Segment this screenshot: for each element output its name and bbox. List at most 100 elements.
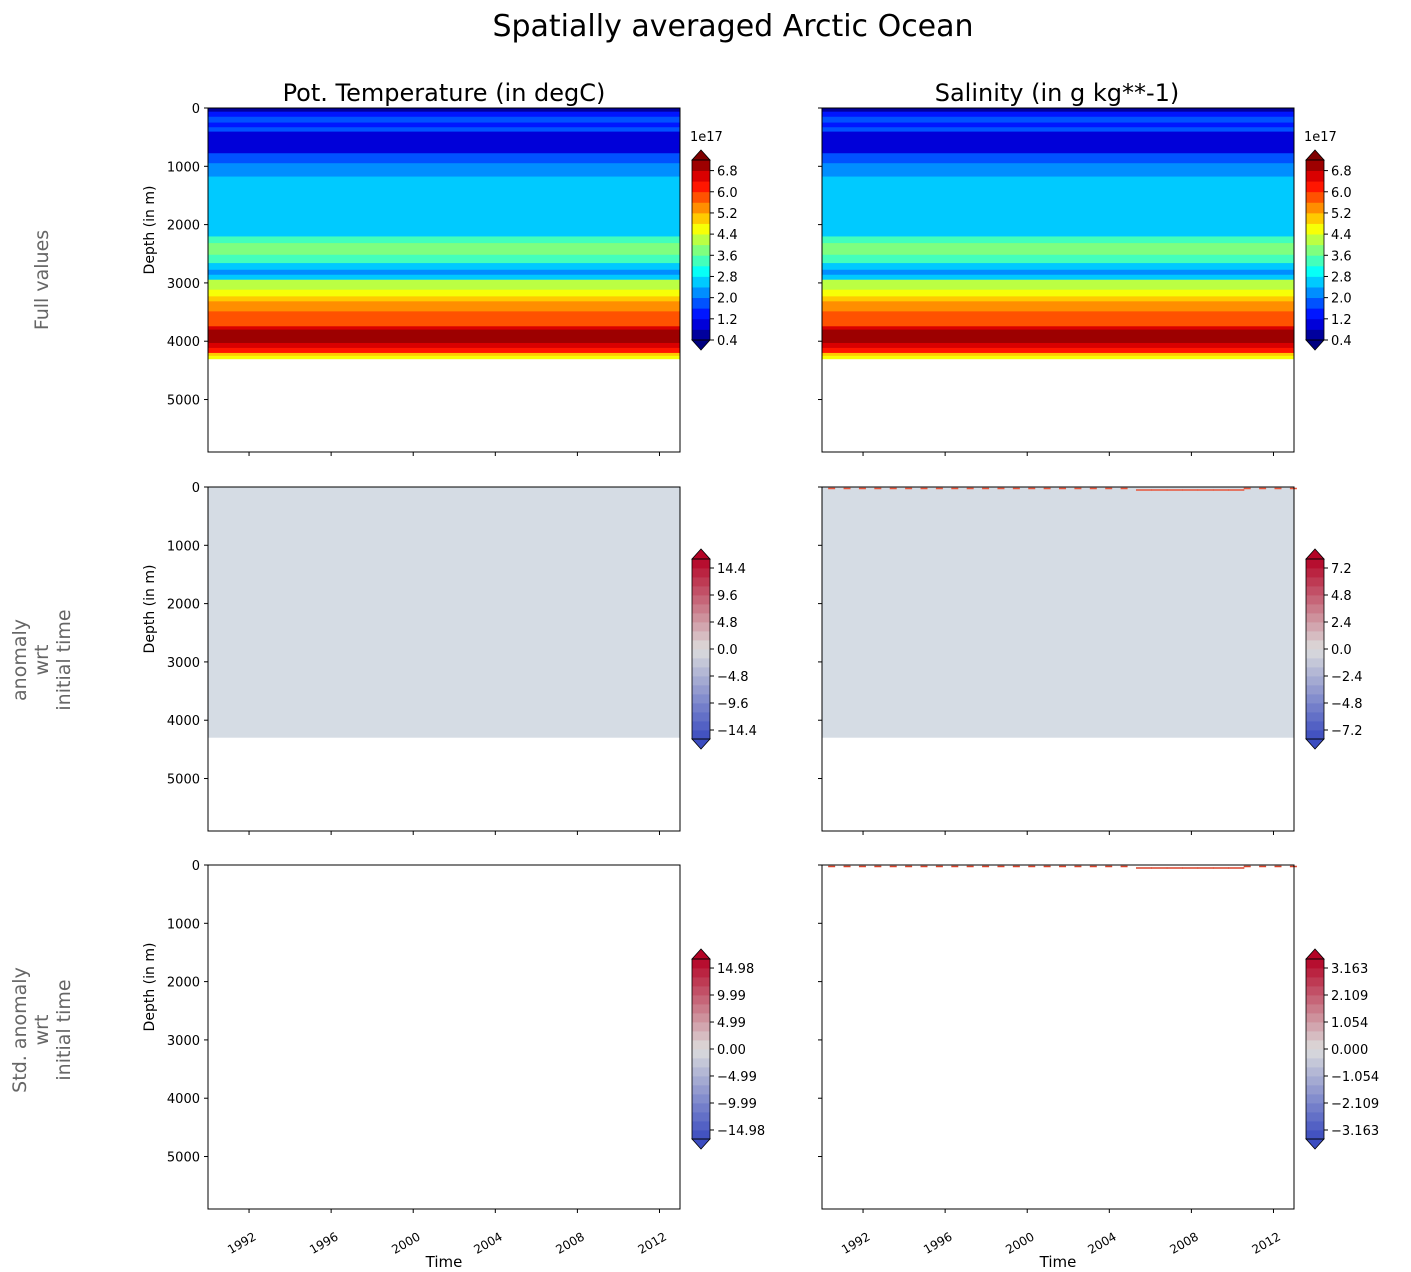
colorbar-segment xyxy=(1306,1049,1324,1059)
colorbar-extend-max xyxy=(691,548,711,560)
colorbar-segment xyxy=(1306,640,1324,650)
colorbar-tick-label: 6.0 xyxy=(717,186,738,201)
colorbar-tick-label: 9.6 xyxy=(717,589,738,604)
colorbar-extend-min xyxy=(691,1138,711,1150)
colorbar-tick-label: 2.0 xyxy=(717,292,738,307)
colorbar-segment xyxy=(1306,658,1324,668)
colorbar-segment xyxy=(692,604,710,614)
depth-band xyxy=(208,352,680,357)
colorbar-segment xyxy=(692,255,710,267)
row-label: anomaly xyxy=(9,619,31,701)
colorbar-segment xyxy=(1306,721,1324,731)
colorbar-tick-label: 4.4 xyxy=(717,228,738,243)
depth-band xyxy=(822,342,1294,349)
depth-band xyxy=(208,236,680,244)
colorbar-tick-label: −9.99 xyxy=(717,1097,757,1112)
colorbar-segment xyxy=(1306,1076,1324,1086)
depth-band xyxy=(822,163,1294,178)
colorbar-tick-label: −14.4 xyxy=(717,724,757,739)
depth-band xyxy=(208,274,680,281)
colorbar-tick-label: 0.00 xyxy=(717,1043,746,1058)
colorbar-extend-max xyxy=(1305,948,1325,960)
row-label: initial time xyxy=(53,979,75,1080)
colorbar-extend-min xyxy=(1305,1138,1325,1150)
colorbar-segment xyxy=(692,730,710,740)
y-axis-label: Depth (in m) xyxy=(142,565,158,654)
colorbar-segment xyxy=(692,297,710,309)
y-tick-label: 5000 xyxy=(167,394,200,409)
colorbar-extend-min xyxy=(1305,339,1325,351)
colorbar-tick-label: 4.4 xyxy=(1331,228,1352,243)
colorbar-tick-label: 2.109 xyxy=(1331,989,1368,1004)
colorbar-segment xyxy=(692,586,710,596)
colorbar-segment xyxy=(692,712,710,722)
colorbar-extend-max xyxy=(1305,149,1325,161)
y-tick-label: 0 xyxy=(192,481,200,496)
depth-band xyxy=(208,131,680,154)
depth-band xyxy=(822,116,1294,124)
depth-band xyxy=(208,211,680,218)
colorbar-segment xyxy=(692,1040,710,1050)
colorbar-segment xyxy=(692,244,710,256)
colorbar-tick-label: 9.99 xyxy=(717,989,746,1004)
colorbar-segment xyxy=(692,202,710,214)
colorbar-frame xyxy=(1305,159,1325,341)
colorbar-tick-label: 6.8 xyxy=(717,165,738,180)
depth-band xyxy=(822,176,1294,188)
colorbar-segment xyxy=(692,1022,710,1032)
colorbar-segment xyxy=(1306,1067,1324,1077)
colorbar-segment xyxy=(1306,977,1324,987)
depth-band xyxy=(208,243,680,256)
colorbar-segment xyxy=(1306,730,1324,740)
depth-band xyxy=(208,122,680,128)
colorbar-segment xyxy=(1306,595,1324,605)
x-tick-label: 2000 xyxy=(1003,1229,1036,1256)
depth-band xyxy=(822,269,1294,276)
colorbar-tick-label: 6.8 xyxy=(1331,165,1352,180)
colorbar-segment xyxy=(692,308,710,320)
colorbar-tick-label: 14.4 xyxy=(717,562,746,577)
colorbar-tick-label: −14.98 xyxy=(717,1124,765,1139)
colorbar-segment xyxy=(692,631,710,641)
colorbar-segment xyxy=(1306,329,1324,341)
x-tick-label: 1992 xyxy=(225,1229,258,1256)
colorbar-segment xyxy=(692,667,710,677)
colorbar-segment xyxy=(1306,694,1324,704)
depth-band xyxy=(208,301,680,312)
colorbar-segment xyxy=(692,694,710,704)
colorbar-segment xyxy=(692,721,710,731)
colorbar-segment xyxy=(692,1103,710,1113)
axes-frame xyxy=(821,486,1295,832)
depth-band xyxy=(208,279,680,291)
depth-band xyxy=(822,216,1294,231)
colorbar-tick-label: 0.000 xyxy=(1331,1043,1368,1058)
colorbar-segment xyxy=(1306,234,1324,246)
colorbar-segment xyxy=(1306,604,1324,614)
y-tick-label: 4000 xyxy=(167,1092,200,1107)
colorbar-tick-label: 1.2 xyxy=(717,313,738,328)
y-tick-label: 1000 xyxy=(167,160,200,175)
x-tick-label: 1996 xyxy=(307,1229,340,1256)
colorbar-segment xyxy=(1306,1112,1324,1122)
axes-frame xyxy=(207,864,681,1210)
depth-band xyxy=(208,329,680,344)
colorbar-tick-label: 4.8 xyxy=(1331,589,1352,604)
depth-band xyxy=(822,352,1294,357)
depth-band xyxy=(822,122,1294,128)
colorbar-tick-label: 5.2 xyxy=(1331,207,1352,222)
colorbar-segment xyxy=(1306,212,1324,224)
colorbar-tick-label: 2.8 xyxy=(1331,270,1352,285)
depth-band xyxy=(822,108,1294,113)
depth-band xyxy=(822,199,1294,212)
colorbar-segment xyxy=(1306,703,1324,713)
x-tick-label: 2000 xyxy=(389,1229,422,1256)
colorbar-segment xyxy=(692,1067,710,1077)
colorbar-segment xyxy=(1306,622,1324,632)
colorbar-tick-label: 0.0 xyxy=(717,643,738,658)
colorbar-segment xyxy=(1306,160,1324,171)
x-tick-label: 2008 xyxy=(553,1229,586,1256)
colorbar-segment xyxy=(1306,986,1324,996)
x-tick-label: 1996 xyxy=(921,1229,954,1256)
y-tick-label: 2000 xyxy=(167,598,200,613)
depth-band xyxy=(822,111,1294,118)
